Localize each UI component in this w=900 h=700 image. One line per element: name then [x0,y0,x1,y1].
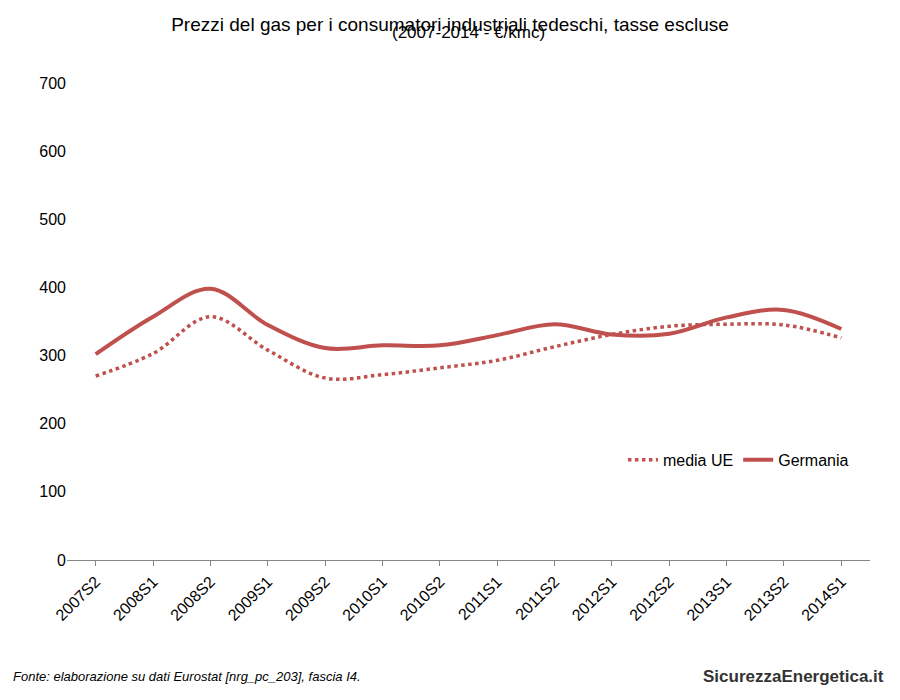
svg-text:2011S1: 2011S1 [455,573,505,623]
svg-text:2010S1: 2010S1 [339,573,390,624]
svg-text:Germania: Germania [778,452,848,469]
svg-text:media UE: media UE [663,452,733,469]
svg-text:2014S1: 2014S1 [798,573,849,624]
svg-text:700: 700 [39,75,66,92]
svg-text:300: 300 [39,347,66,364]
svg-text:2013S2: 2013S2 [741,573,792,624]
svg-text:500: 500 [39,211,66,228]
svg-text:2008S1: 2008S1 [110,573,161,624]
svg-text:200: 200 [39,415,66,432]
svg-text:2011S2: 2011S2 [512,573,562,623]
svg-text:2009S1: 2009S1 [224,573,275,624]
svg-text:Fonte: elaborazione su dati Eu: Fonte: elaborazione su dati Eurostat [nr… [13,669,361,684]
svg-text:400: 400 [39,279,66,296]
svg-text:2012S1: 2012S1 [569,573,620,624]
svg-text:2008S2: 2008S2 [167,573,218,624]
svg-text:2013S1: 2013S1 [683,573,734,624]
svg-text:600: 600 [39,143,66,160]
svg-text:0: 0 [57,552,66,569]
svg-text:100: 100 [39,483,66,500]
svg-text:SicurezzaEnergetica.it: SicurezzaEnergetica.it [703,667,884,686]
svg-text:2007S2: 2007S2 [52,573,103,624]
svg-text:Prezzi del gas per i consumato: Prezzi del gas per i consumatori industr… [171,14,729,35]
svg-text:2010S2: 2010S2 [397,573,448,624]
svg-text:2009S2: 2009S2 [282,573,333,624]
svg-text:(2007-2014 - €/kmc): (2007-2014 - €/kmc) [392,23,545,42]
svg-text:2012S2: 2012S2 [626,573,677,624]
